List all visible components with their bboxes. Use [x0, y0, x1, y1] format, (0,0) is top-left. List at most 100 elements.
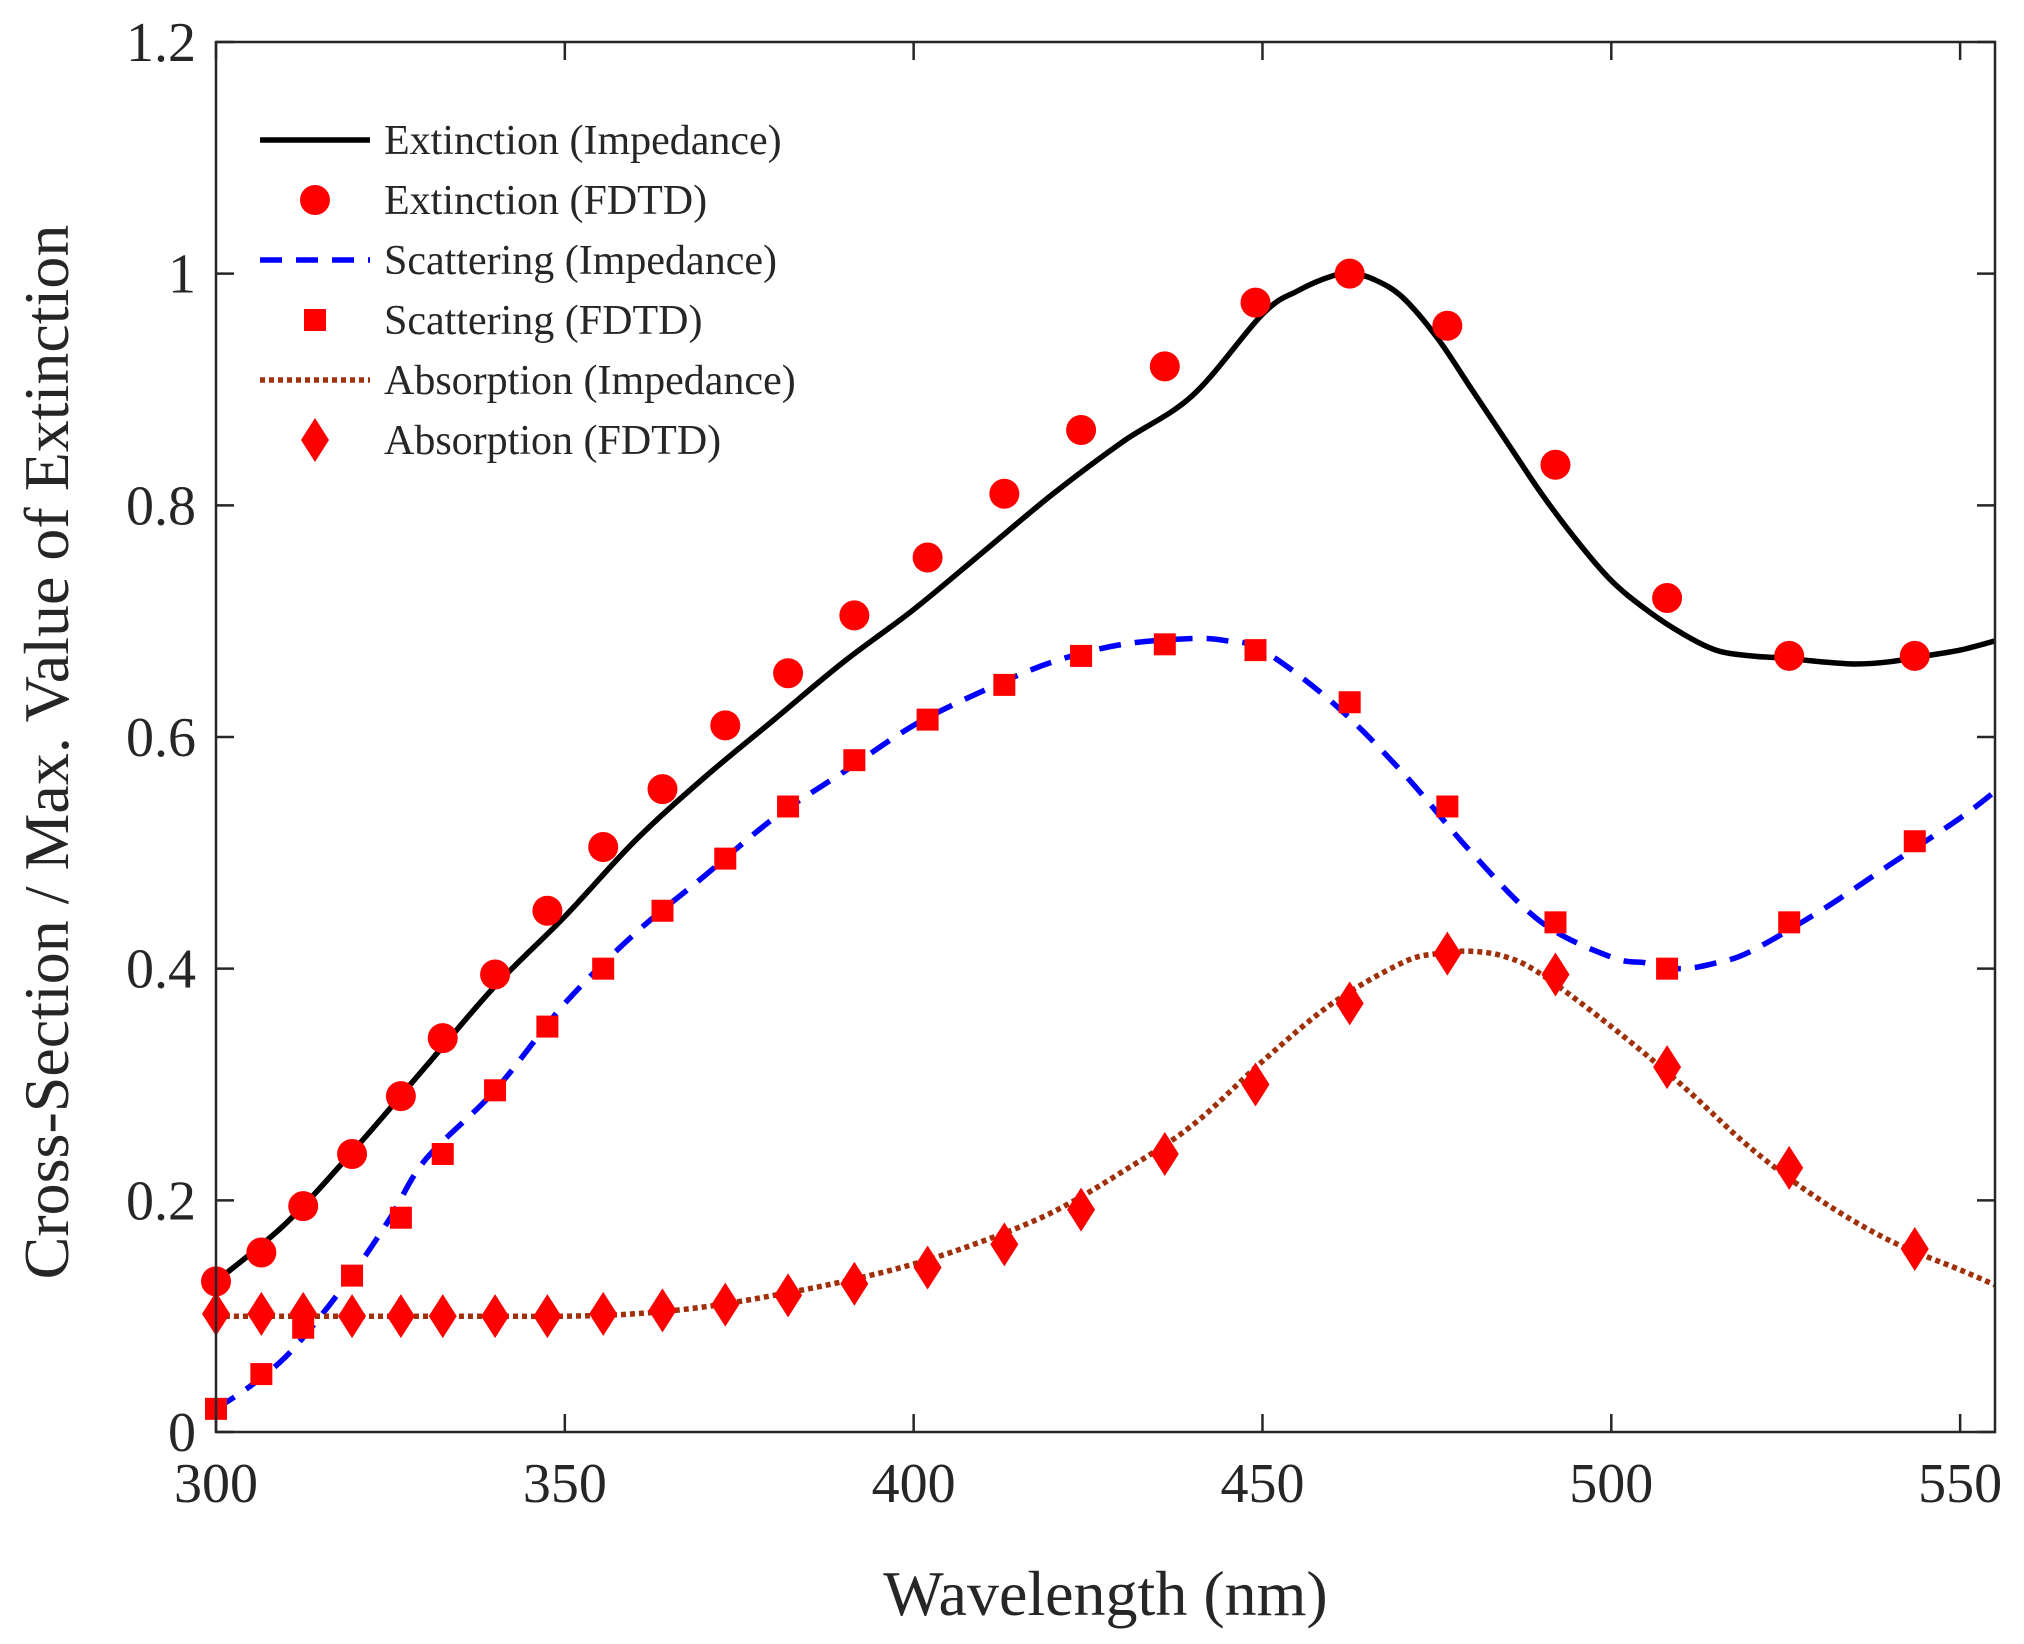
data-point [338, 1294, 367, 1339]
data-point [1150, 1132, 1179, 1176]
data-point [341, 1264, 364, 1287]
legend-marker [301, 418, 329, 462]
data-point [1432, 310, 1463, 341]
data-point [1433, 931, 1462, 976]
data-point [288, 1191, 319, 1222]
legend-label: Extinction (Impedance) [384, 118, 782, 164]
data-point [431, 1143, 454, 1165]
data-point [533, 1294, 562, 1339]
data-point [588, 832, 619, 863]
series-line-4 [216, 948, 1995, 1320]
data-point [337, 1139, 368, 1169]
data-point [840, 1261, 869, 1306]
data-point [1334, 258, 1365, 289]
data-point [428, 1294, 457, 1339]
y-tick-label: 0 [168, 1402, 196, 1464]
data-point [1774, 640, 1805, 671]
data-point [1653, 1045, 1682, 1090]
legend-item-1: Extinction (FDTD) [300, 178, 707, 224]
data-point [1899, 640, 1930, 671]
series-line-2 [216, 635, 1995, 1412]
x-axis-label: Wavelength (nm) [883, 1558, 1327, 1629]
data-point [1153, 633, 1176, 656]
legend-marker [304, 309, 326, 331]
data-point [1335, 981, 1364, 1026]
data-point [1244, 639, 1267, 662]
x-tick-label: 550 [1918, 1453, 2002, 1515]
data-point [774, 1273, 803, 1318]
y-axis-label: Cross-Section / Max. Value of Extinction [11, 225, 82, 1280]
series-markers-3 [205, 633, 1926, 1420]
series-layer [201, 258, 1995, 1420]
legend-label: Absorption (Impedance) [384, 358, 796, 404]
data-point [1656, 957, 1679, 980]
data-point [1436, 795, 1459, 818]
data-point [1540, 449, 1571, 480]
data-point [389, 1206, 412, 1229]
data-point [386, 1294, 415, 1339]
data-point [1778, 911, 1801, 934]
data-point [484, 1079, 507, 1102]
data-point [1541, 952, 1570, 997]
data-point [1149, 351, 1180, 382]
data-point [990, 1222, 1019, 1267]
data-point [913, 1245, 942, 1290]
x-tick-label: 400 [872, 1453, 956, 1515]
data-point [1903, 830, 1926, 853]
data-point [714, 847, 737, 870]
data-point [843, 749, 866, 772]
x-tick-label: 500 [1569, 1453, 1653, 1515]
data-point [1652, 583, 1683, 613]
data-point [1544, 911, 1567, 934]
legend-label: Scattering (FDTD) [384, 298, 702, 344]
y-tick-label: 0.4 [126, 939, 196, 1001]
series-markers-1 [201, 258, 1930, 1297]
data-point [250, 1363, 273, 1386]
data-point [651, 899, 674, 922]
x-tick-label: 450 [1220, 1453, 1304, 1515]
data-point [711, 1282, 740, 1327]
data-point [916, 708, 939, 731]
data-point [385, 1081, 416, 1112]
series-line-0 [216, 270, 1995, 1284]
data-point [1067, 1187, 1096, 1232]
series-markers-5 [202, 931, 1929, 1339]
axes-layer: 300 350 400 450 500 550 0 0.2 0.4 0.6 0.8 1 1.2 [126, 12, 2002, 1515]
data-point [289, 1291, 318, 1336]
y-tick-label: 0.2 [126, 1170, 196, 1232]
legend-label: Scattering (Impedance) [384, 238, 777, 284]
legend-item-5: Absorption (FDTD) [301, 418, 721, 464]
data-point [648, 1288, 677, 1333]
data-point [993, 673, 1016, 696]
data-point [777, 795, 800, 818]
data-point [481, 1294, 510, 1339]
x-tick-label: 300 [174, 1453, 258, 1515]
legend: Extinction (Impedance) Extinction (FDTD) S… [260, 118, 796, 464]
x-tick-label: 350 [523, 1453, 607, 1515]
data-point [839, 600, 870, 631]
legend-item-3: Scattering (FDTD) [304, 298, 702, 344]
data-point [912, 542, 943, 573]
data-point [1240, 287, 1271, 318]
data-point [589, 1291, 618, 1336]
data-point [247, 1291, 276, 1336]
legend-marker [300, 185, 330, 215]
data-point [536, 1015, 559, 1038]
data-point [1241, 1062, 1270, 1107]
data-point [1066, 415, 1097, 446]
data-point [1775, 1145, 1804, 1190]
data-point [989, 478, 1020, 509]
data-point [480, 959, 511, 990]
data-point [1900, 1226, 1929, 1271]
y-tick-label: 0.6 [126, 707, 196, 769]
data-point [1070, 644, 1093, 667]
legend-item-0: Extinction (Impedance) [260, 118, 782, 164]
data-point [427, 1023, 458, 1054]
data-point [532, 895, 563, 926]
y-tick-label: 0.8 [126, 475, 196, 537]
legend-item-2: Scattering (Impedance) [260, 238, 777, 284]
data-point [246, 1237, 277, 1268]
data-point [647, 774, 678, 805]
legend-item-4: Absorption (Impedance) [260, 358, 796, 404]
